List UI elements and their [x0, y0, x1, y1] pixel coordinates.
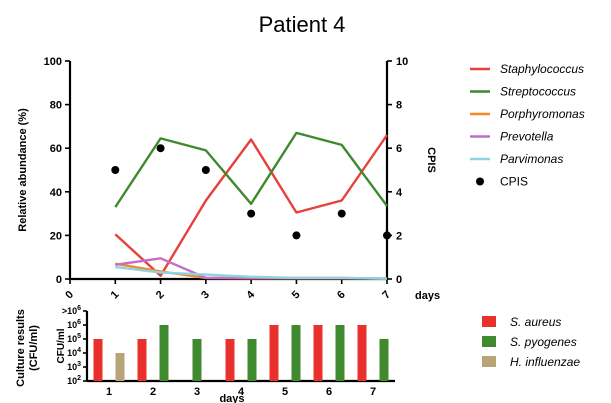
cpis-point	[201, 166, 210, 174]
x-tick-label: 1	[109, 289, 122, 302]
y-tick-label-left: 0	[56, 274, 62, 286]
culture-x-tick-label: 2	[150, 386, 156, 398]
series-line-staphylococcus	[114, 134, 388, 277]
culture-bar-s-pyogenes	[291, 325, 301, 381]
legend-label-cpis: CPIS	[500, 175, 528, 189]
culture-bar-s-pyogenes	[247, 339, 257, 381]
culture-legend-label: S. pyogenes	[510, 335, 577, 349]
culture-bar-s-aureus	[357, 325, 367, 381]
culture-bar-s-pyogenes	[159, 325, 169, 381]
culture-bar-s-aureus	[93, 339, 103, 381]
legend-label: Parvimonas	[500, 152, 563, 166]
culture-bar-s-aureus	[225, 339, 235, 381]
culture-x-tick-label: 4	[238, 386, 245, 398]
cpis-point	[247, 209, 256, 218]
x-tick-label: 2	[154, 289, 167, 302]
legend-label: Streptococcus	[500, 85, 576, 99]
y-tick-label-left: 100	[44, 56, 62, 68]
x-tick-label: 4	[244, 288, 257, 301]
y-tick-label-left: 60	[50, 143, 62, 155]
series-line-parvimonas	[115, 265, 388, 280]
y-tick-label-left: 20	[50, 230, 62, 242]
culture-bar-s-aureus	[269, 325, 279, 381]
y-tick-label-right: 8	[396, 100, 402, 112]
x-tick-label: 3	[199, 289, 212, 302]
y-tick-label-right: 0	[396, 274, 402, 286]
legend-swatch-cpis	[476, 177, 484, 186]
cpis-point	[156, 144, 165, 153]
series-line-prevotella	[115, 257, 388, 280]
culture-legend-swatch	[482, 316, 496, 327]
culture-y-tick-label: 105	[67, 333, 81, 344]
cpis-point	[383, 231, 391, 240]
culture-bar-s-pyogenes	[335, 325, 345, 381]
culture-y-title-inner: CFU/ml	[56, 328, 67, 363]
culture-chart: 102 103 104 105 106 >106 1 2 3 4 5 6 7 Culture resul…	[15, 305, 395, 403]
culture-x-tick-label: 7	[370, 386, 376, 398]
legend-label: Staphylococcus	[500, 62, 584, 76]
culture-bar-h-influenzae	[115, 353, 125, 381]
cpis-point	[111, 166, 120, 174]
culture-y-tick-label: 106	[67, 319, 81, 330]
culture-bar-s-pyogenes	[379, 339, 389, 381]
culture-y-tick-label: 104	[67, 347, 81, 358]
culture-bar-s-pyogenes	[192, 339, 202, 381]
culture-x-tick-label: 3	[194, 386, 200, 398]
culture-legend: S. aureus S. pyogenes H. influenzae	[482, 315, 580, 369]
main-legend: Staphylococcus Streptococcus Porphyromonas…	[470, 62, 585, 189]
chart-title: Patient 4	[259, 12, 346, 37]
culture-y-title-line2: (CFU/ml)	[28, 325, 40, 371]
legend-label: Prevotella	[500, 130, 554, 144]
y-tick-label-left: 80	[50, 100, 62, 112]
culture-legend-label: S. aureus	[510, 315, 561, 329]
x-tick-label: 6	[335, 289, 348, 302]
culture-y-tick-label: >106	[62, 305, 81, 316]
y-tick-label-right: 4	[396, 187, 403, 199]
culture-y-tick-label: 103	[67, 361, 81, 372]
y-tick-label-right: 10	[396, 56, 408, 68]
y-tick-label-left: 40	[50, 187, 62, 199]
cpis-point	[292, 231, 301, 240]
series-line-streptococcus	[114, 131, 388, 208]
culture-bar-s-aureus	[313, 325, 323, 381]
x-axis-title: days	[415, 290, 440, 302]
culture-x-tick-label: 1	[106, 386, 112, 398]
x-tick-label: 7	[380, 289, 393, 302]
culture-bar-s-aureus	[137, 339, 147, 381]
culture-y-title-line1: Culture results	[15, 309, 27, 387]
culture-legend-swatch	[482, 336, 496, 347]
culture-y-tick-label: 102	[67, 375, 81, 386]
x-tick-label: 0	[63, 289, 76, 302]
x-tick-label: 5	[290, 289, 303, 302]
y-axis-title: Relative abundance (%)	[17, 108, 29, 232]
culture-x-tick-label: 6	[326, 386, 332, 398]
y-tick-label-right: 6	[396, 143, 402, 155]
culture-legend-label: H. influenzae	[510, 355, 580, 369]
culture-legend-swatch	[482, 356, 496, 367]
culture-x-tick-label: 5	[282, 386, 288, 398]
y-tick-label-right: 2	[396, 230, 402, 242]
y-axis-title-right: CPIS	[425, 147, 437, 173]
culture-x-title: days	[219, 393, 244, 403]
cpis-point	[337, 209, 346, 218]
legend-label: Porphyromonas	[500, 107, 585, 121]
